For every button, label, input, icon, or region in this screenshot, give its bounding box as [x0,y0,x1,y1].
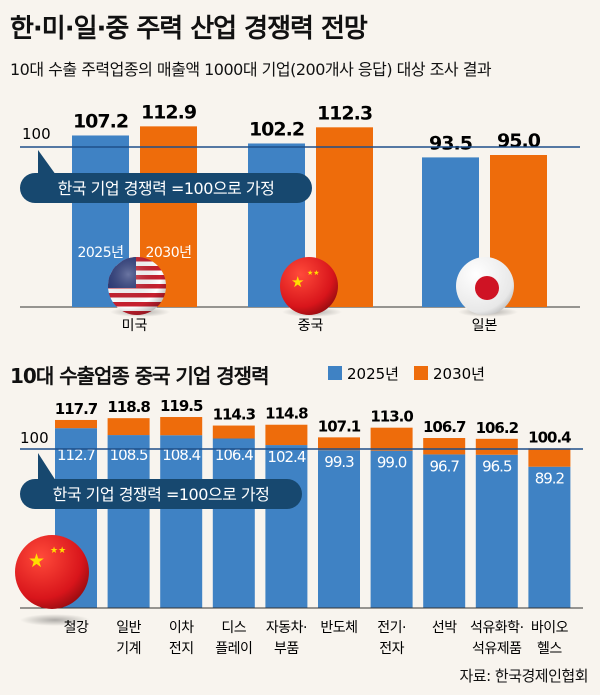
value-label-2030: 113.0 [370,408,413,426]
bar-2025 [265,445,308,608]
value-label: 112.9 [141,101,196,123]
bar-2025 [318,450,360,608]
bar-2030 [528,448,571,467]
category-label: 반도체 [320,620,357,636]
callout-bubble [20,173,312,203]
callout-bubble [20,479,302,509]
category-label: 플레이 [215,641,252,657]
callout-tail [38,453,56,481]
value-label-2025: 89.2 [535,470,565,488]
legend-swatch-2030 [414,366,428,380]
value-label-2025: 112.7 [57,446,95,464]
china-flag-icon [280,257,338,315]
bar-2030 [475,438,518,455]
bar-2030 [212,425,255,439]
value-label-2025: 99.0 [377,454,407,472]
reference-label: 100 [22,125,51,143]
category-label: 부품 [274,641,299,657]
flag-star: ★ [28,550,45,572]
bar-2025 [370,450,413,608]
category-label: 헬스 [537,641,562,657]
callout-text: 한국 기업 경쟁력 =100으로 가정 [58,179,275,198]
bar-2030 [160,417,203,436]
category-label: 바이오 [531,620,569,636]
bar-2030 [318,437,360,451]
value-label-2030: 114.3 [213,406,256,424]
value-label-2025: 99.3 [324,453,354,471]
bar-2030 [107,418,150,436]
chart2-title: 10대 수출업종 중국 기업 경쟁력 [10,364,269,388]
category-label: 디스 [221,620,246,636]
bar-2025 [160,435,203,608]
category-label: 전자 [379,641,404,657]
value-label-2025: 108.5 [110,446,148,464]
value-label-2030: 106.7 [423,418,466,436]
subtitle: 10대 수출 주력업종의 매출액 1000대 기업(200개사 응답) 대상 조… [10,60,492,79]
flag-star: ★★ [50,546,66,556]
flag-star: ★ [291,273,304,291]
value-label-2025: 96.5 [482,458,512,476]
reference-label: 100 [20,429,49,447]
legend-label-2030: 2030년 [433,365,485,383]
bar-2025 [107,435,150,608]
value-label-2030: 107.1 [318,417,361,435]
category-label: 일본 [472,318,498,334]
flag-star: ★★ [307,269,320,277]
series-label-2025: 2025년 [77,245,123,261]
series-label-2030: 2030년 [145,245,191,261]
value-label-2025: 102.4 [267,448,305,466]
value-label: 95.0 [497,130,541,152]
flag-sun [475,276,499,300]
value-label-2025: 106.4 [215,446,253,464]
category-label: 중국 [298,318,324,334]
value-label-2030: 118.8 [107,398,150,416]
china-flag-icon [15,535,89,609]
bar-2025 [423,454,466,608]
bar-2030 [265,424,308,446]
page-title: 한·미·일·중 주력 산업 경쟁력 전망 [10,14,368,44]
bar-2030 [370,427,413,451]
bar-2025 [475,454,518,608]
callout-text: 한국 기업 경쟁력 =100으로 가정 [53,485,270,504]
legend-swatch-2025 [328,366,342,380]
callout-tail [38,150,56,175]
value-label: 107.2 [73,110,128,132]
value-label-2030: 117.7 [55,400,98,418]
category-label: 전지 [169,641,194,657]
bar-2030 [423,438,466,455]
category-label: 석유화학· [470,620,523,636]
category-label: 일반 [116,620,141,636]
category-label: 자동차· [266,620,307,636]
category-label: 전기· [377,620,406,636]
value-label: 112.3 [317,102,372,124]
category-label: 이차 [169,620,194,636]
flag-shading [108,257,166,315]
category-label: 기계 [116,641,141,657]
flag-shadow [20,614,90,626]
value-label-2025: 96.7 [429,457,459,475]
category-label: 선박 [432,620,457,636]
value-label: 102.2 [249,118,304,140]
bar-2025 [528,466,571,608]
value-label-2030: 114.8 [265,405,308,423]
value-label-2025: 108.4 [162,446,200,464]
source-note: 자료: 한국경제인협회 [459,667,588,685]
legend-label-2025: 2025년 [347,365,399,383]
value-label-2030: 100.4 [528,428,571,446]
value-label: 93.5 [429,132,472,154]
value-label-2030: 106.2 [476,419,519,437]
category-label: 석유제품 [472,641,522,657]
bar-2025 [212,438,255,608]
bar-2030 [55,419,97,429]
value-label-2030: 119.5 [160,397,203,415]
category-label: 미국 [122,318,148,334]
